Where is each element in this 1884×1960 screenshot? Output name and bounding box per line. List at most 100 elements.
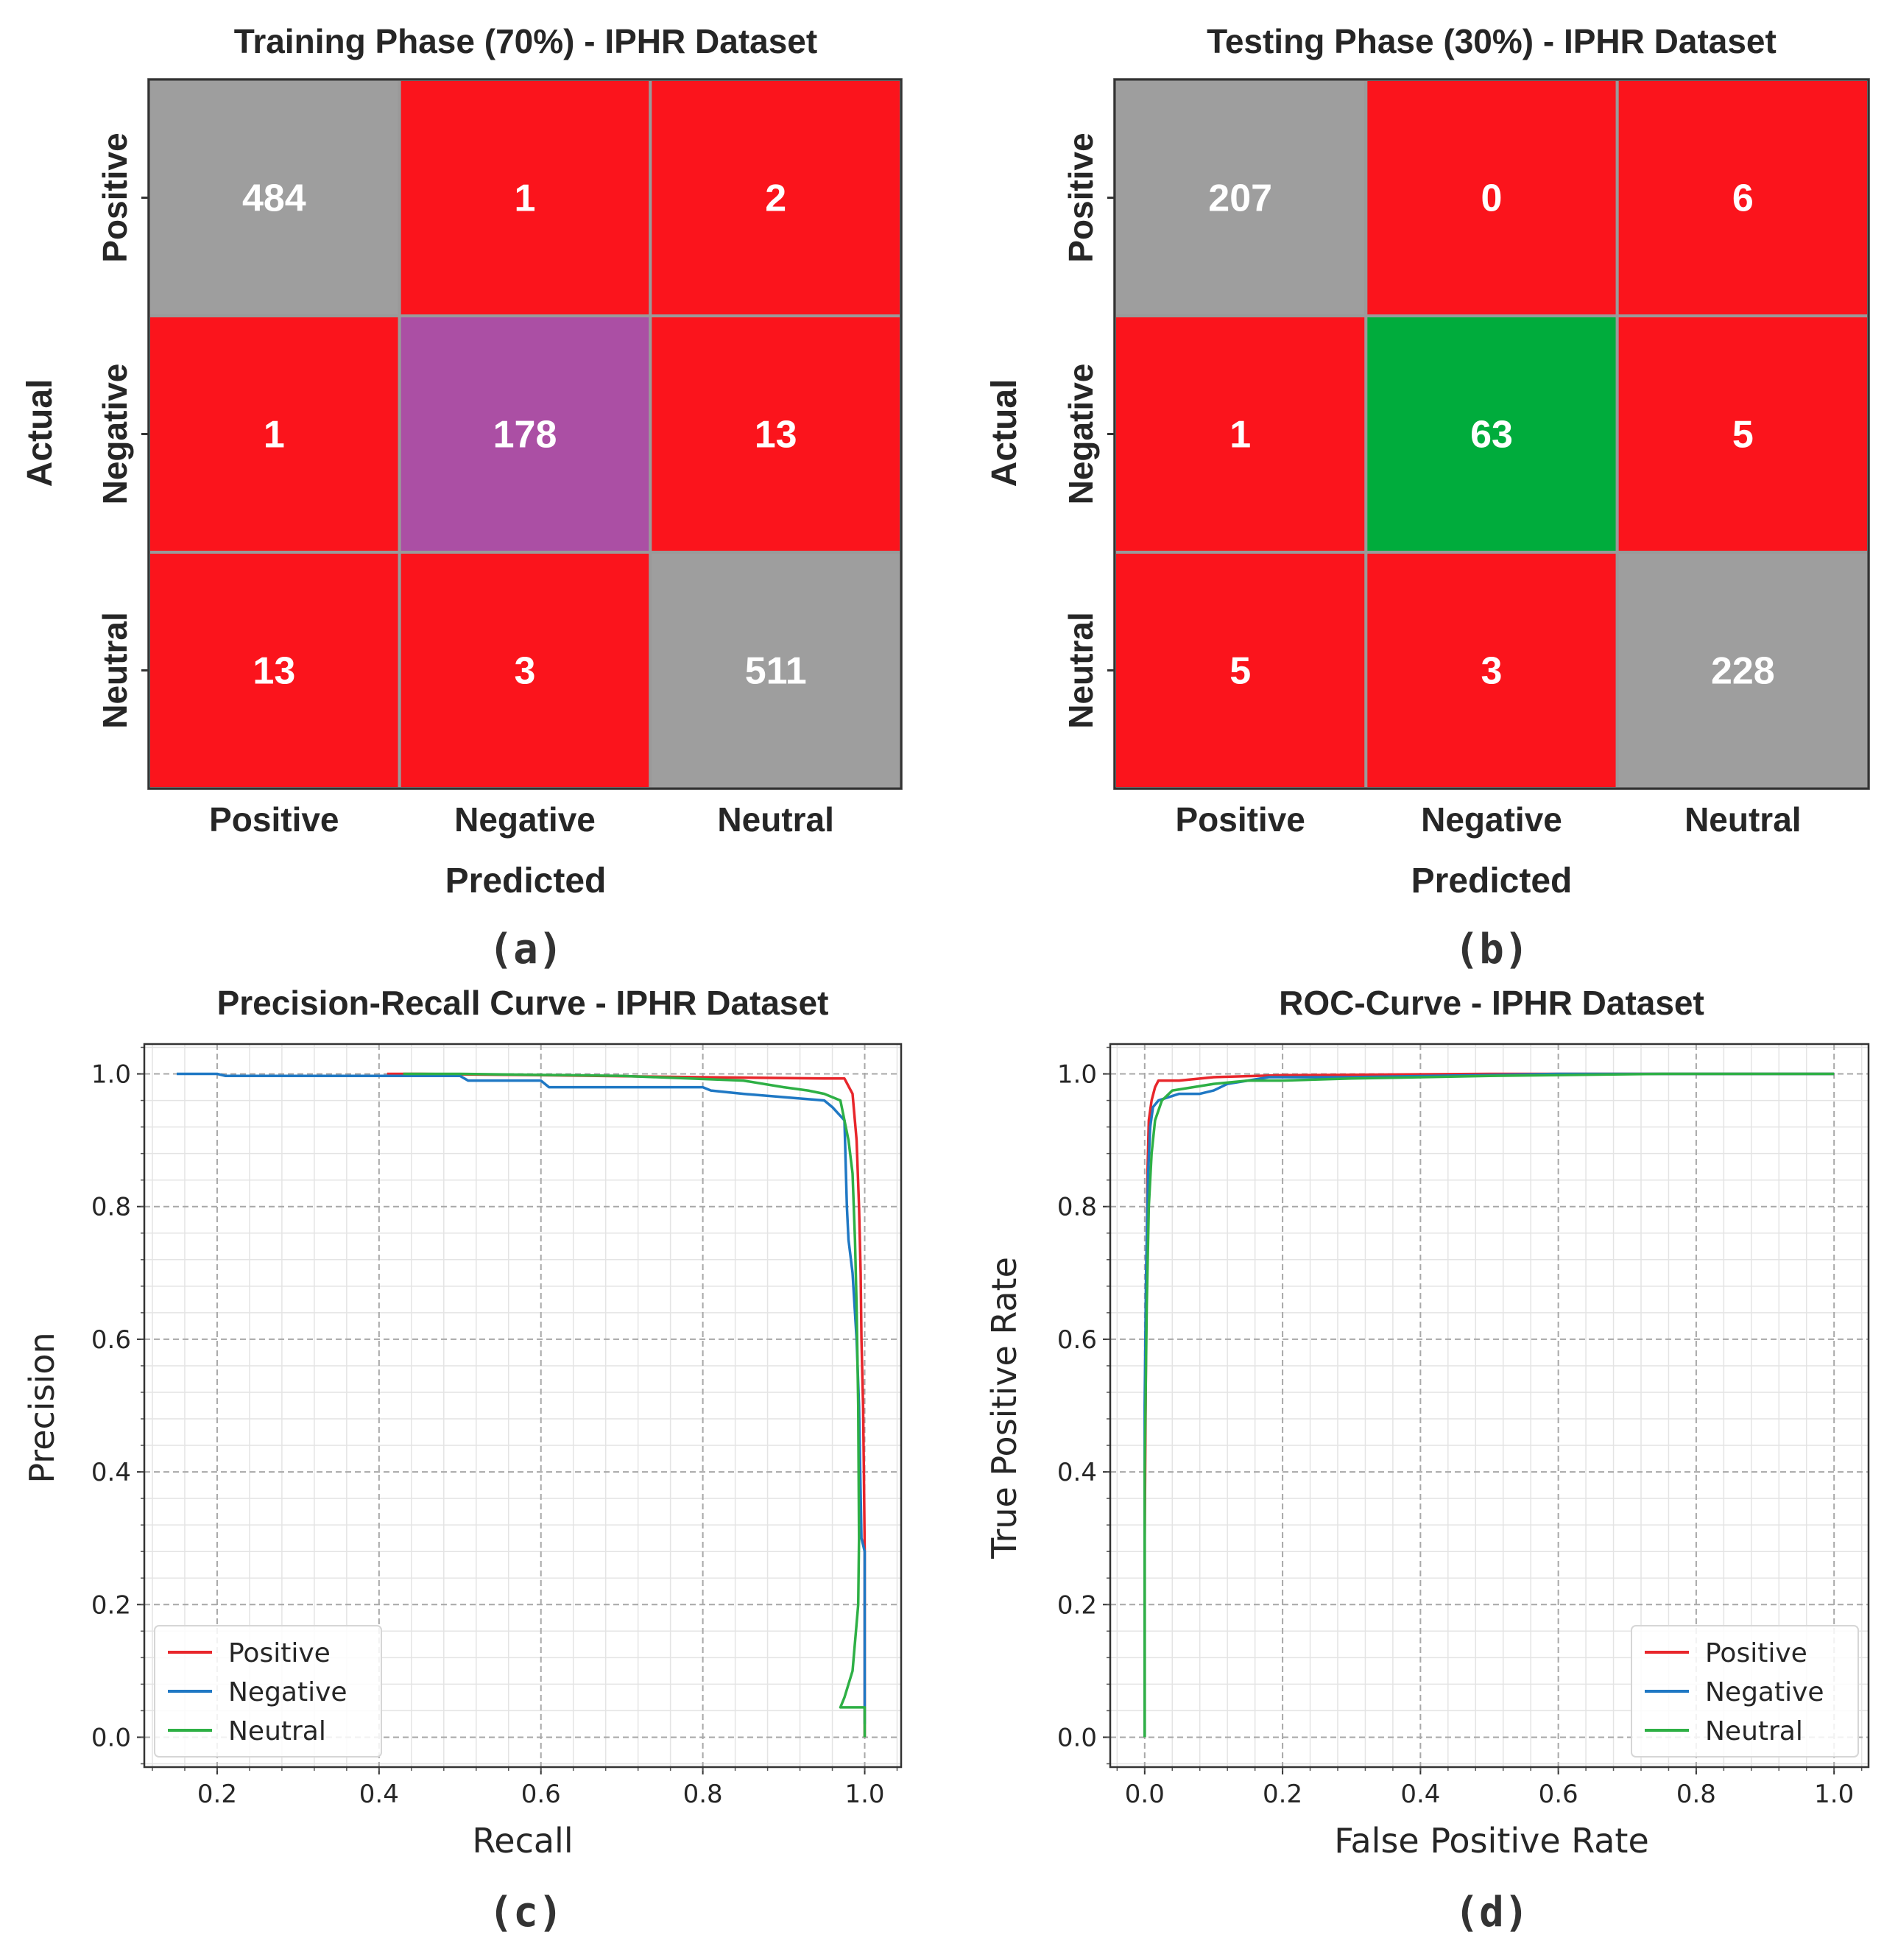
cell-value: 5	[1229, 650, 1251, 693]
panel-a-heatmap: 484 1 2 1 178 13 13 3 511 Positive Negative Neutral…	[96, 78, 903, 839]
heatmap-cell	[1113, 314, 1368, 554]
legend-label: Neutral	[1705, 1716, 1803, 1746]
heatmap-cell	[1615, 314, 1871, 554]
legend: Positive Negative Neutral	[1631, 1625, 1859, 1758]
panel-a-xlabel: Predicted	[445, 861, 607, 900]
x-tick-label: 0.2	[197, 1780, 237, 1809]
x-tick-label: Positive	[1175, 800, 1305, 839]
y-tick-label: 0.8	[91, 1193, 131, 1222]
panel-a: Training Phase (70%) - IPHR Dataset 484 1…	[21, 22, 903, 973]
panel-d-title: ROC-Curve - IPHR Dataset	[1279, 984, 1704, 1022]
legend-box	[154, 1625, 382, 1758]
cell-value: 228	[1711, 650, 1775, 693]
cell-value: 2	[765, 177, 786, 220]
heatmap-cell	[1364, 551, 1619, 790]
x-tick-label: 0.4	[359, 1780, 399, 1809]
cell-value: 207	[1208, 177, 1272, 220]
panel-a-title: Training Phase (70%) - IPHR Dataset	[234, 22, 817, 60]
x-tick-label: 1.0	[844, 1780, 884, 1809]
panel-c-title: Precision-Recall Curve - IPHR Dataset	[217, 984, 829, 1022]
x-tick-label: 0.8	[1676, 1780, 1716, 1809]
x-tick-label: 0.8	[683, 1780, 723, 1809]
legend-box	[1631, 1625, 1859, 1758]
legend-label: Negative	[1705, 1677, 1824, 1707]
panel-c: Precision-Recall Curve - IPHR Dataset 0.…	[22, 984, 903, 1936]
plot-frame	[143, 1043, 903, 1769]
cell-value: 6	[1732, 177, 1754, 220]
heatmap-cell	[1615, 551, 1871, 790]
x-tick-label: 0.4	[1400, 1780, 1440, 1809]
heatmap-cell	[147, 78, 401, 317]
y-tick-label: 0.6	[91, 1325, 131, 1355]
legend-label: Positive	[1705, 1638, 1807, 1668]
legend-label: Neutral	[228, 1716, 326, 1746]
panel-d: ROC-Curve - IPHR Dataset 0.0 0.2 0.4 0.6 0.8…	[984, 984, 1870, 1936]
cell-value: 511	[745, 650, 807, 693]
panel-c-xlabel: Recall	[472, 1821, 573, 1861]
cell-value: 3	[515, 650, 536, 693]
x-tick-label: Positive	[209, 800, 339, 839]
y-tick-label: 0.4	[1057, 1458, 1097, 1487]
cell-value: 484	[242, 177, 306, 220]
cell-value: 63	[1470, 414, 1513, 456]
panel-d-plot: 0.0 0.2 0.4 0.6 0.8 1.0 0.0 0.2 0.4 0.6 0.8 1.0 Posi…	[1057, 1043, 1870, 1809]
panel-c-label: (c)	[488, 1889, 562, 1936]
x-tick-label: 0.6	[1539, 1780, 1578, 1809]
heatmap-cell	[1615, 78, 1871, 317]
cell-value: 1	[515, 177, 536, 220]
panel-d-label: (d)	[1454, 1889, 1528, 1936]
y-tick-label: Neutral	[1062, 612, 1100, 728]
y-tick-label: 0.8	[1057, 1193, 1097, 1222]
heatmap-cell	[1364, 78, 1619, 317]
heatmap-cell	[1113, 551, 1368, 790]
legend-label: Positive	[228, 1638, 331, 1668]
x-tick-label: 1.0	[1814, 1780, 1854, 1809]
y-tick-label: 1.0	[91, 1060, 131, 1090]
series-line-neutral	[1143, 1072, 1835, 1738]
heatmap-cell	[398, 551, 652, 790]
x-tick-label: 0.0	[1125, 1780, 1165, 1809]
cell-value: 13	[755, 414, 797, 456]
x-tick-label: Neutral	[1684, 800, 1801, 839]
cell-value: 5	[1732, 414, 1754, 456]
legend: Positive Negative Neutral	[154, 1625, 382, 1758]
cell-value: 1	[1229, 414, 1251, 456]
y-tick-label: 1.0	[1057, 1060, 1097, 1090]
heatmap-cell	[649, 314, 903, 554]
legend-label: Negative	[228, 1677, 347, 1707]
x-tick-label: Neutral	[717, 800, 833, 839]
y-tick-label: 0.0	[1057, 1723, 1097, 1752]
heatmap-cell	[398, 78, 652, 317]
x-tick-label: Negative	[454, 800, 596, 839]
x-tick-label: Negative	[1421, 800, 1562, 839]
panel-b-title: Testing Phase (30%) - IPHR Dataset	[1207, 22, 1777, 60]
series-line-neutral	[403, 1072, 867, 1738]
y-tick-label: 0.4	[91, 1458, 131, 1487]
panel-b-label: (b)	[1454, 926, 1528, 973]
x-tick-label: 0.2	[1263, 1780, 1302, 1809]
heatmap-cell	[398, 314, 652, 554]
y-tick-label: Positive	[1062, 133, 1100, 262]
panel-b: Testing Phase (30%) - IPHR Dataset 207 0 6…	[985, 22, 1871, 973]
panel-c-plot: 0.2 0.4 0.6 0.8 1.0 0.0 0.2 0.4 0.6 0.8 1.0 Positiv…	[91, 1043, 903, 1809]
panel-a-label: (a)	[488, 926, 562, 973]
y-tick-label: Negative	[1062, 364, 1100, 505]
cell-value: 1	[264, 414, 285, 456]
panel-c-ylabel: Precision	[22, 1332, 62, 1483]
cell-value: 3	[1481, 650, 1503, 693]
panel-b-heatmap: 207 0 6 1 63 5 5 3 228 Positive Negative Neutral Pos…	[1062, 78, 1871, 839]
cell-value: 0	[1481, 177, 1503, 220]
y-tick-label: 0.6	[1057, 1325, 1097, 1355]
plot-frame	[1109, 1043, 1870, 1769]
panel-d-ylabel: True Positive Rate	[984, 1257, 1024, 1559]
panel-a-ylabel: Actual	[21, 379, 60, 487]
panel-b-ylabel: Actual	[985, 379, 1024, 487]
cell-value: 13	[253, 650, 295, 693]
heatmap-cell	[147, 314, 401, 554]
cell-value: 178	[493, 414, 557, 456]
panel-b-xlabel: Predicted	[1411, 861, 1573, 900]
panel-d-xlabel: False Positive Rate	[1334, 1821, 1649, 1861]
y-tick-label: 0.2	[91, 1590, 131, 1620]
y-tick-label: Negative	[96, 364, 134, 505]
